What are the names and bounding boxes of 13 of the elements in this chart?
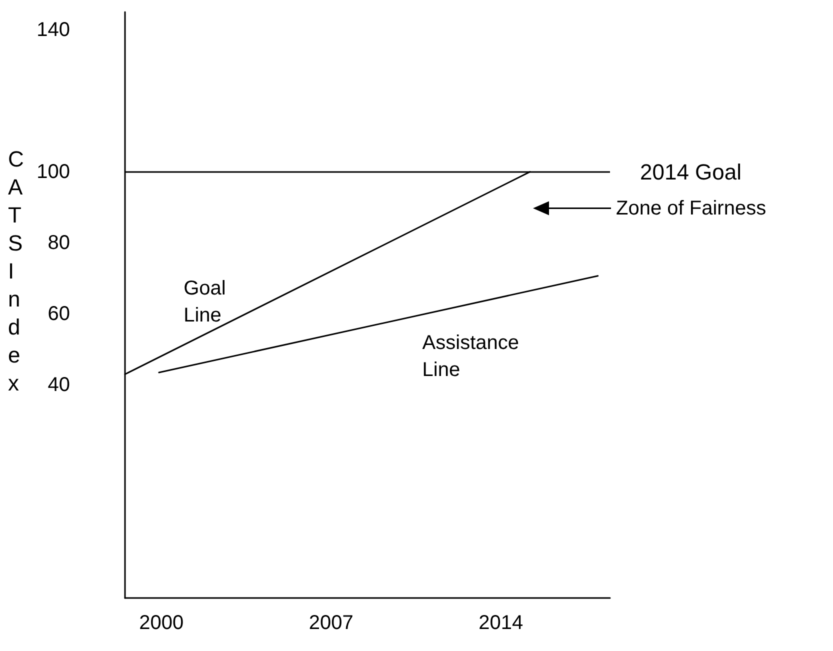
x-tick-label: 2007: [308, 612, 354, 634]
text: CATS Index: [8, 146, 24, 396]
series-label: Goal Line: [184, 277, 226, 326]
series-label: Assistance Line: [422, 332, 520, 382]
x-tick-label: 2000: [139, 612, 184, 634]
y-tick-label: 40: [48, 374, 70, 396]
y-tick-label: 100: [36, 160, 70, 183]
y-tick-label: 60: [48, 302, 70, 325]
y-tick-label: 80: [48, 232, 70, 254]
text: Zone of Fairness: [616, 197, 766, 220]
x-tick-label: 2014: [478, 612, 524, 634]
y-tick-label: 140: [36, 18, 70, 41]
ref-line-label: 2014 Goal: [640, 159, 742, 184]
